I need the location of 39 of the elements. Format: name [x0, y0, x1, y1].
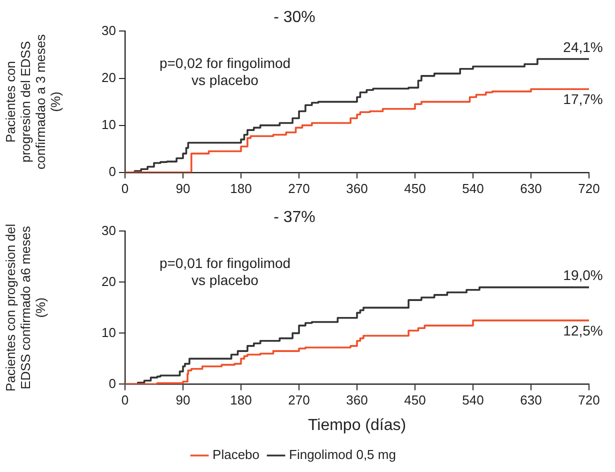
- x-tick-label: 450: [404, 180, 426, 196]
- x-tick-label: 450: [404, 392, 426, 408]
- data-label: 17,7%: [563, 90, 603, 107]
- x-tick-label: 540: [462, 180, 484, 196]
- x-tick-label: 630: [520, 392, 542, 408]
- y-tick-label: 10: [102, 324, 116, 340]
- x-tick-label: 360: [346, 180, 368, 196]
- data-label: 12,5%: [563, 322, 603, 338]
- y-tick-label: 20: [102, 274, 116, 289]
- x-tick-label: 180: [230, 392, 252, 408]
- x-tick-label: 270: [288, 392, 310, 408]
- x-tick-label: 90: [176, 180, 190, 196]
- y-tick-label: 0: [108, 376, 116, 391]
- x-tick-label: 90: [176, 392, 190, 408]
- legend-label: Fingolimod 0,5 mg: [289, 447, 396, 462]
- legend-label: Placebo: [212, 447, 260, 462]
- annotation: p=0,02 for fingolimod vs placebo: [159, 55, 291, 88]
- x-tick-label: 270: [288, 180, 310, 196]
- y-axis-title: Pacientes con progresion del EDSS confirmado a6 meses (%): [3, 224, 48, 392]
- x-tick-label: 0: [121, 180, 129, 196]
- y-tick-label: 10: [102, 116, 116, 132]
- x-tick-label: 180: [230, 180, 252, 196]
- x-tick-label: 630: [520, 180, 542, 196]
- y-tick-label: 20: [102, 70, 116, 85]
- chart-title: - 30%: [274, 9, 316, 26]
- x-tick-label: 360: [346, 392, 368, 408]
- y-tick-label: 0: [108, 164, 116, 179]
- x-tick-label: 540: [462, 392, 484, 408]
- y-axis-title: Pacientes con progresion del EDSS confirmadao a 3 meses (%): [3, 34, 63, 170]
- x-tick-label: 720: [578, 180, 600, 196]
- x-tick-label: 0: [121, 392, 129, 408]
- annotation: p=0,01 for fingolimod vs placebo: [159, 255, 291, 288]
- chart-title: - 37%: [274, 209, 316, 226]
- x-tick-label: 720: [578, 392, 600, 408]
- data-label: 19,0%: [563, 267, 603, 284]
- y-tick-label: 30: [102, 222, 116, 238]
- y-tick-label: 30: [102, 22, 116, 38]
- x-axis-title: Tiempo (días): [308, 416, 406, 434]
- data-label: 24,1%: [563, 38, 603, 55]
